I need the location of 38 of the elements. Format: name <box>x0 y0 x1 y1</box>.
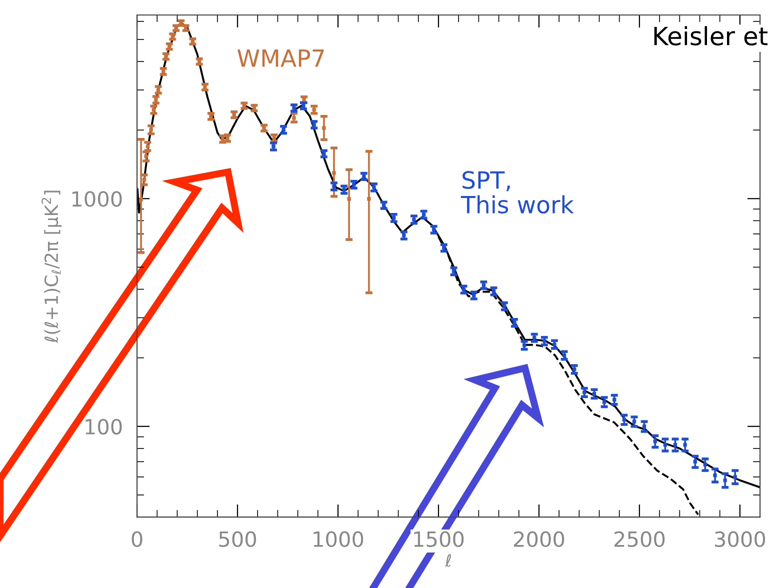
series-label: WMAP7 <box>237 49 324 67</box>
x-tick-label: 2000 <box>514 531 564 548</box>
x-tick-label: 1000 <box>314 531 364 548</box>
point <box>582 390 586 394</box>
point <box>322 126 326 130</box>
annotation: Keisler et <box>654 26 768 46</box>
point <box>723 478 727 482</box>
y-axis-title: ℓ(ℓ+1)C$_{ℓ}$/2π [μK$^{2}$] <box>42 190 62 344</box>
point <box>602 400 606 404</box>
point <box>693 460 697 464</box>
point <box>642 424 646 428</box>
x-tick-label: 2500 <box>614 531 665 548</box>
point <box>733 475 737 479</box>
point <box>653 439 657 444</box>
x-tick-label: 3000 <box>715 531 766 548</box>
y-tick-label: 100 <box>86 418 122 435</box>
point <box>592 392 596 396</box>
x-axis-title: ℓ <box>444 554 451 567</box>
point <box>142 178 146 182</box>
point <box>347 197 351 201</box>
x-tick-label: 500 <box>219 531 256 548</box>
point <box>144 154 148 158</box>
point <box>292 116 296 120</box>
point <box>612 398 616 402</box>
series-label: SPT, This work <box>460 171 574 214</box>
point <box>713 473 717 478</box>
x-tick-label: 0 <box>132 531 142 548</box>
point <box>139 198 143 202</box>
x-tick-label: 1500 <box>414 531 464 548</box>
point <box>703 462 708 466</box>
point <box>673 442 678 447</box>
point <box>146 144 150 148</box>
point <box>332 171 336 175</box>
point <box>683 442 687 447</box>
point <box>367 197 371 201</box>
point <box>663 442 668 447</box>
point <box>632 420 636 424</box>
point <box>622 418 626 422</box>
